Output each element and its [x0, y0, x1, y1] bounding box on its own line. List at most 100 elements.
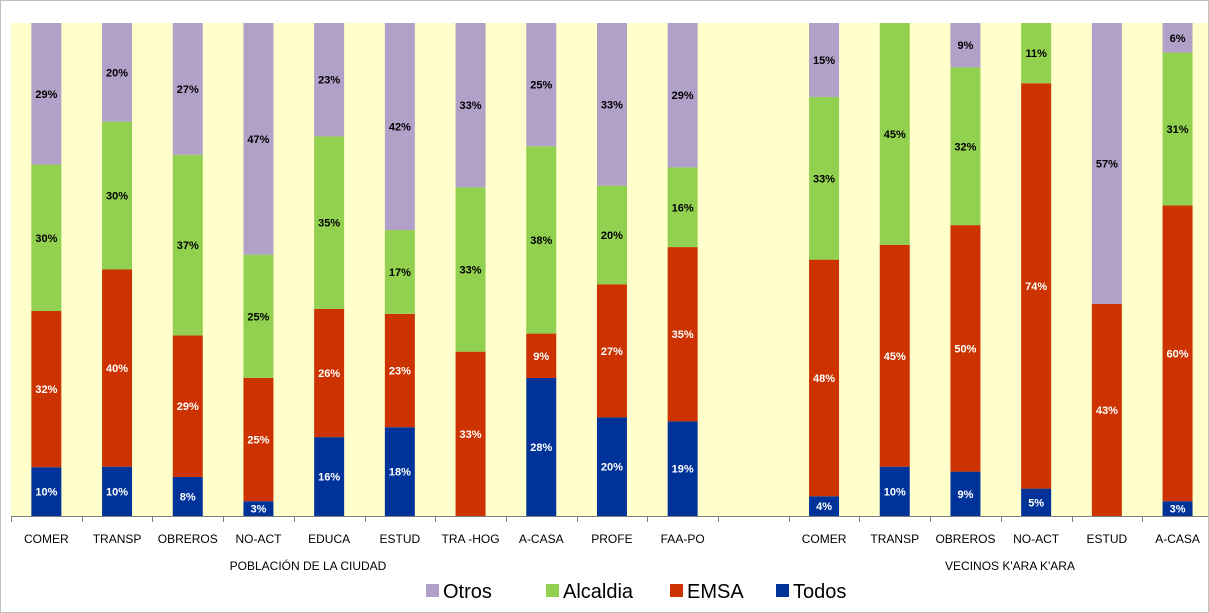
bar-segment-emsa: [31, 310, 62, 468]
bar-segment-emsa: [102, 269, 133, 467]
legend-label-emsa: EMSA: [687, 581, 744, 603]
data-label: 9%: [957, 40, 973, 52]
data-label: 32%: [954, 141, 976, 153]
bar-segment-todos: [1162, 501, 1193, 516]
data-label: 29%: [672, 90, 694, 102]
legend-swatch-alcaldia: [546, 584, 559, 597]
bar-segment-otros: [526, 23, 557, 147]
data-label: 31%: [1167, 124, 1189, 136]
data-label: 20%: [106, 67, 128, 79]
bar-segment-emsa: [314, 308, 345, 438]
bar-segment-todos: [526, 377, 557, 516]
bar-segment-otros: [243, 23, 274, 255]
bar-segment-todos: [172, 476, 203, 516]
data-label: 16%: [672, 202, 694, 214]
x-tick-label: COMER: [24, 532, 69, 546]
data-label: 18%: [389, 467, 411, 479]
bar-segment-todos: [102, 466, 133, 516]
legend-label-alcaldia: Alcaldia: [563, 581, 634, 603]
legend-swatch-otros: [426, 584, 439, 597]
data-label: 23%: [318, 75, 340, 87]
bar-segment-otros: [172, 23, 203, 155]
data-label: 35%: [318, 218, 340, 230]
bar-segment-alcaldia: [31, 164, 62, 311]
bar-segment-alcaldia: [455, 187, 486, 352]
data-label: 10%: [884, 486, 906, 498]
data-label: 3%: [250, 504, 266, 516]
data-label: 15%: [813, 55, 835, 67]
data-label: 19%: [672, 464, 694, 476]
data-label: 10%: [106, 486, 128, 498]
data-label: 37%: [177, 240, 199, 252]
data-label: 29%: [35, 89, 57, 101]
data-label: 74%: [1025, 281, 1047, 293]
bar-segment-emsa: [879, 244, 910, 467]
data-label: 27%: [177, 84, 199, 96]
legend-swatch-todos: [776, 584, 789, 597]
data-label: 57%: [1096, 159, 1118, 171]
bar-segment-alcaldia: [314, 136, 345, 309]
bar-segment-alcaldia: [384, 230, 415, 314]
bar-segment-alcaldia: [102, 121, 133, 270]
bar-segment-otros: [1091, 23, 1122, 305]
data-label: 48%: [813, 373, 835, 385]
bar-segment-alcaldia: [667, 167, 698, 248]
bar-segment-todos: [667, 421, 698, 516]
data-label: 29%: [177, 401, 199, 413]
data-label: 43%: [1096, 405, 1118, 417]
data-label: 27%: [601, 346, 623, 358]
data-label: 42%: [389, 122, 411, 134]
data-label: 60%: [1167, 348, 1189, 360]
bar-segment-alcaldia: [1162, 52, 1193, 206]
x-tick-label: TRANSP: [93, 532, 142, 546]
bar-segment-emsa: [596, 284, 627, 418]
x-tick-label: TRANSP: [870, 532, 919, 546]
data-label: 3%: [1170, 504, 1186, 516]
bar-segment-todos: [314, 437, 345, 516]
data-label: 11%: [1025, 48, 1047, 60]
data-label: 33%: [460, 265, 482, 277]
bar-segment-todos: [384, 427, 415, 516]
bar-segment-todos: [950, 471, 981, 516]
data-label: 9%: [957, 489, 973, 501]
bar-segment-emsa: [1021, 83, 1052, 489]
legend-swatch-emsa: [670, 584, 683, 597]
bar-segment-alcaldia: [950, 67, 981, 226]
data-label: 10%: [35, 487, 57, 499]
x-tick-label: ESTUD: [1087, 532, 1128, 546]
x-tick-label: A-CASA: [519, 532, 564, 546]
group-label-vecinos: VECINOS K'ARA K'ARA: [945, 559, 1075, 573]
data-label: 25%: [530, 80, 552, 92]
bar-segment-emsa: [950, 225, 981, 472]
data-label: 38%: [530, 235, 552, 247]
data-label: 20%: [601, 230, 623, 242]
data-label: 4%: [816, 501, 832, 513]
data-label: 45%: [884, 351, 906, 363]
bar-segment-otros: [384, 23, 415, 231]
legend-label-todos: Todos: [793, 581, 846, 603]
data-label: 20%: [601, 462, 623, 474]
bar-segment-todos: [31, 467, 62, 516]
bar-segment-emsa: [172, 335, 203, 477]
bar-segment-alcaldia: [526, 146, 557, 334]
data-label: 33%: [601, 99, 623, 111]
bar-segment-alcaldia: [1021, 23, 1052, 84]
data-label: 35%: [672, 329, 694, 341]
data-label: 50%: [954, 343, 976, 355]
bar-segment-emsa: [809, 259, 840, 497]
bar-segment-alcaldia: [243, 254, 274, 378]
data-label: 6%: [1170, 33, 1186, 45]
data-label: 40%: [106, 363, 128, 375]
data-label: 33%: [460, 429, 482, 441]
bar-segment-alcaldia: [879, 23, 910, 245]
bar-segment-emsa: [1091, 304, 1122, 516]
bar-segment-alcaldia: [172, 154, 203, 336]
x-tick-label: NO-ACT: [235, 532, 282, 546]
x-tick-label: NO-ACT: [1013, 532, 1060, 546]
bar-segment-emsa: [243, 377, 274, 502]
data-label: 32%: [35, 384, 57, 396]
x-tick-label: TRA -HOG: [442, 532, 500, 546]
bar-segment-todos: [809, 496, 840, 516]
x-tick-label: A-CASA: [1155, 532, 1200, 546]
bar-segment-otros: [596, 23, 627, 186]
